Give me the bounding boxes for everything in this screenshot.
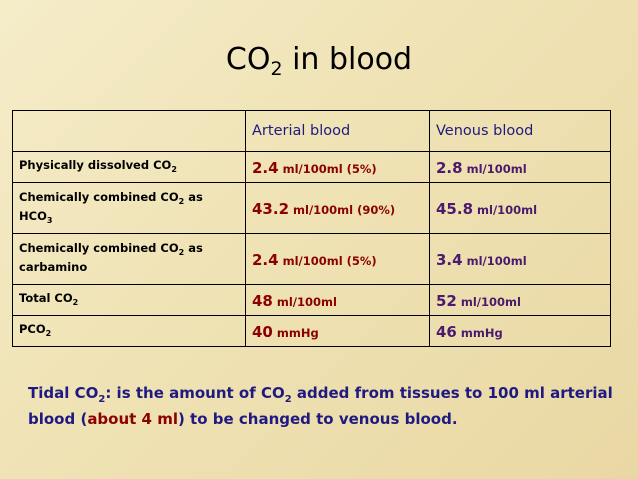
arterial-cell: 48 ml/100ml: [245, 284, 430, 316]
row-label: Total CO2: [12, 284, 246, 316]
table-row: Physically dissolved CO2 2.4 ml/100ml (5…: [12, 151, 611, 183]
tidal-co2-note: Tidal CO2: is the amount of CO2 added fr…: [28, 384, 613, 428]
table-row: Total CO2 48 ml/100ml 52 ml/100ml: [12, 284, 611, 316]
venous-cell: 2.8 ml/100ml: [429, 151, 611, 183]
co2-table: Arterial blood Venous blood Physically d…: [12, 110, 611, 347]
venous-cell: 45.8 ml/100ml: [429, 182, 611, 234]
venous-cell: 3.4 ml/100ml: [429, 233, 611, 285]
row-label: Chemically combined CO2 as HCO3: [12, 182, 246, 234]
table-header-row: Arterial blood Venous blood: [12, 110, 611, 152]
title-text: CO: [225, 42, 271, 77]
venous-cell: 46 mmHg: [429, 315, 611, 347]
header-venous: Venous blood: [429, 110, 611, 152]
slide-title: CO2 in blood: [0, 42, 638, 80]
note-term: Tidal CO: [28, 384, 99, 402]
arterial-cell: 2.4 ml/100ml (5%): [245, 233, 430, 285]
title-subscript: 2: [270, 58, 283, 80]
title-rest: in blood: [282, 42, 413, 77]
header-arterial: Arterial blood: [245, 110, 430, 152]
row-label: Physically dissolved CO2: [12, 151, 246, 183]
venous-cell: 52 ml/100ml: [429, 284, 611, 316]
arterial-cell: 43.2 ml/100ml (90%): [245, 182, 430, 234]
row-label: Chemically combined CO2 as carbamino: [12, 233, 246, 285]
note-highlight: about 4 ml: [87, 409, 178, 428]
arterial-cell: 2.4 ml/100ml (5%): [245, 151, 430, 183]
table-row: Chemically combined CO2 as carbamino 2.4…: [12, 233, 611, 285]
row-label: PCO2: [12, 315, 246, 347]
header-empty-cell: [12, 110, 246, 152]
arterial-cell: 40 mmHg: [245, 315, 430, 347]
table-row: PCO2 40 mmHg 46 mmHg: [12, 315, 611, 347]
table-row: Chemically combined CO2 as HCO3 43.2 ml/…: [12, 182, 611, 234]
